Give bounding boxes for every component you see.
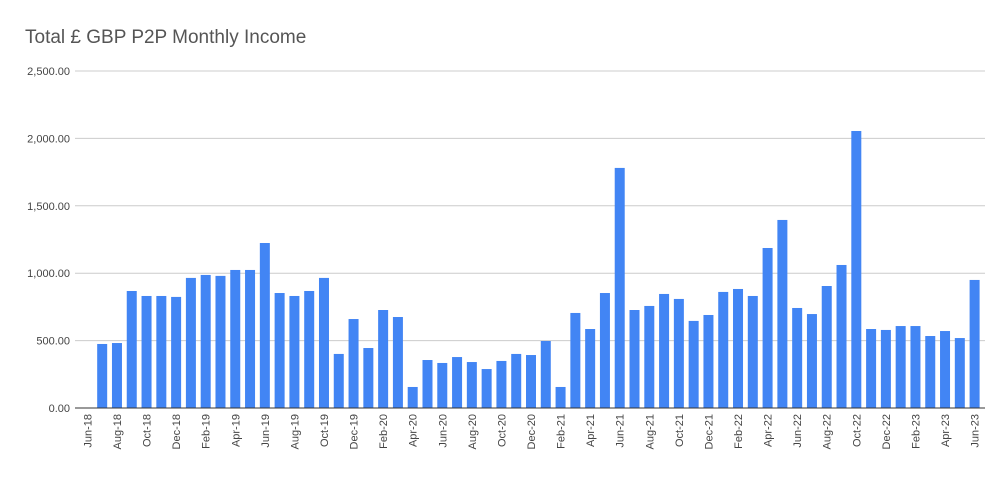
x-tick-label: Feb-20 <box>378 414 390 449</box>
bar <box>570 312 581 408</box>
x-tick-label: Aug-21 <box>644 414 656 449</box>
bar <box>215 275 226 408</box>
x-tick-label: Jun-20 <box>437 414 449 448</box>
bar <box>392 317 403 408</box>
x-tick-label: Apr-21 <box>585 414 597 447</box>
bar <box>673 298 684 408</box>
bar <box>747 295 758 408</box>
bar <box>718 291 729 408</box>
x-tick-label: Dec-18 <box>171 414 183 449</box>
bar <box>304 290 315 408</box>
x-tick-label: Dec-19 <box>349 414 361 449</box>
bar <box>954 338 965 408</box>
bar <box>200 274 211 408</box>
x-tick-label: Feb-23 <box>910 414 922 449</box>
bar <box>111 343 122 408</box>
x-tick-label: Jun-18 <box>82 414 94 448</box>
bar <box>703 314 714 408</box>
bar <box>940 331 951 408</box>
bar <box>452 357 463 408</box>
bar <box>496 360 507 408</box>
bar <box>599 293 610 408</box>
x-tick-label: Apr-20 <box>408 414 420 447</box>
x-tick-label: Feb-22 <box>733 414 745 449</box>
x-tick-label: Apr-19 <box>230 414 242 447</box>
x-tick-label: Dec-22 <box>881 414 893 449</box>
bar <box>880 329 891 408</box>
bar <box>836 264 847 408</box>
bar <box>185 277 196 408</box>
bar <box>437 362 448 408</box>
bar <box>422 360 433 408</box>
bar <box>481 369 492 408</box>
bar <box>230 269 241 408</box>
x-tick-label: Jun-21 <box>615 414 627 448</box>
x-tick-label: Feb-21 <box>556 414 568 449</box>
bar <box>733 288 744 408</box>
y-tick-label: 1,000.00 <box>27 268 70 280</box>
x-tick-label: Jun-22 <box>792 414 804 448</box>
bar <box>526 355 536 408</box>
bar <box>644 305 655 408</box>
bar <box>866 329 877 408</box>
bar <box>777 219 788 408</box>
bar <box>245 269 256 408</box>
bar <box>614 167 625 408</box>
bar <box>378 310 389 408</box>
x-tick-label: Oct-21 <box>674 414 686 447</box>
x-tick-label: Oct-20 <box>496 414 508 447</box>
bar <box>97 343 108 408</box>
bar <box>821 286 832 408</box>
bar <box>895 326 906 408</box>
bar <box>156 295 167 408</box>
bar <box>259 243 270 408</box>
chart-title: Total £ GBP P2P Monthly Income <box>25 27 306 48</box>
bar <box>688 320 699 408</box>
bar <box>126 290 137 408</box>
bar <box>555 386 566 408</box>
bar <box>762 247 773 408</box>
x-tick-label: Feb-19 <box>201 414 213 449</box>
x-tick-label: Aug-19 <box>289 414 301 449</box>
bar <box>792 307 803 408</box>
x-tick-label: Apr-23 <box>940 414 952 447</box>
bar <box>585 329 596 408</box>
x-tick-label: Oct-22 <box>851 414 863 447</box>
bar <box>969 279 980 408</box>
bar <box>141 295 152 408</box>
bar <box>466 362 477 408</box>
bar <box>910 326 921 408</box>
bar <box>274 293 285 408</box>
bar <box>289 295 300 408</box>
x-tick-label: Jun-19 <box>260 414 272 448</box>
y-tick-label: 0.00 <box>49 403 70 415</box>
bar <box>806 314 817 408</box>
x-tick-label: Aug-22 <box>822 414 834 449</box>
x-tick-label: Jun-23 <box>970 414 982 448</box>
x-tick-label: Aug-20 <box>467 414 479 449</box>
x-tick-label: Aug-18 <box>112 414 124 449</box>
x-tick-label: Apr-22 <box>763 414 775 447</box>
x-tick-label: Oct-19 <box>319 414 331 447</box>
bar <box>348 319 359 408</box>
bar <box>318 277 329 408</box>
y-tick-label: 2,500.00 <box>27 66 70 78</box>
bar <box>407 386 418 408</box>
bar <box>333 353 344 408</box>
bar <box>540 341 551 408</box>
bar <box>171 296 182 408</box>
y-tick-label: 1,500.00 <box>27 201 70 213</box>
x-tick-label: Dec-20 <box>526 414 538 449</box>
bar <box>659 293 670 408</box>
bar <box>363 348 374 408</box>
bar <box>851 130 862 408</box>
y-tick-label: 2,000.00 <box>27 133 70 145</box>
bar <box>629 310 640 408</box>
x-tick-label: Dec-21 <box>703 414 715 449</box>
x-tick-label: Oct-18 <box>142 414 154 447</box>
bar <box>925 336 936 408</box>
bar <box>511 353 522 408</box>
y-tick-label: 500.00 <box>36 336 70 348</box>
